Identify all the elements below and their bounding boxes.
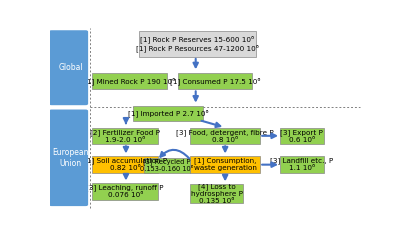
FancyBboxPatch shape	[190, 128, 260, 144]
Text: [3] Food, detergent, fibre P
0.8 10⁶: [3] Food, detergent, fibre P 0.8 10⁶	[176, 129, 274, 143]
Text: [1] Consumed P 17.5 10⁶: [1] Consumed P 17.5 10⁶	[170, 77, 260, 85]
Text: [1] Soil accumulation P
0.82 10⁶: [1] Soil accumulation P 0.82 10⁶	[84, 158, 167, 172]
FancyBboxPatch shape	[178, 73, 252, 89]
FancyBboxPatch shape	[92, 73, 167, 89]
Text: [4] Loss to
hydrosphere P
0.135 10⁶: [4] Loss to hydrosphere P 0.135 10⁶	[191, 183, 243, 204]
FancyArrowPatch shape	[160, 150, 189, 158]
FancyBboxPatch shape	[92, 183, 158, 200]
FancyBboxPatch shape	[190, 156, 260, 173]
Text: [3] Landfill etc., P
1.1 10⁶: [3] Landfill etc., P 1.1 10⁶	[270, 158, 334, 172]
Text: [1] Rock P Reserves 15-600 10⁶
[1] Rock P Resources 47-1200 10⁶: [1] Rock P Reserves 15-600 10⁶ [1] Rock …	[136, 36, 259, 52]
Text: European
Union: European Union	[52, 148, 89, 168]
Text: Global: Global	[58, 63, 83, 72]
Text: [3] Export P
0.6 10⁶: [3] Export P 0.6 10⁶	[280, 129, 323, 143]
Text: [2] Fertilizer Food P
1.9-2.0 10⁶: [2] Fertilizer Food P 1.9-2.0 10⁶	[90, 129, 160, 143]
Text: [3] Recycled P
0.153-0.160 10⁶: [3] Recycled P 0.153-0.160 10⁶	[140, 159, 194, 172]
Text: [1] Consumption,
waste generation: [1] Consumption, waste generation	[194, 158, 256, 172]
FancyBboxPatch shape	[144, 158, 190, 173]
FancyBboxPatch shape	[280, 128, 324, 144]
FancyBboxPatch shape	[92, 156, 158, 173]
FancyBboxPatch shape	[49, 30, 88, 105]
Text: [1] Imported P 2.7 10⁶: [1] Imported P 2.7 10⁶	[128, 109, 208, 117]
Text: [1] Mined Rock P 190 10⁶: [1] Mined Rock P 190 10⁶	[84, 77, 175, 85]
Text: [3] Leaching, runoff P
0.076 10⁶: [3] Leaching, runoff P 0.076 10⁶	[86, 185, 164, 198]
FancyBboxPatch shape	[92, 128, 158, 144]
FancyBboxPatch shape	[139, 31, 256, 57]
FancyBboxPatch shape	[49, 110, 88, 206]
FancyBboxPatch shape	[280, 156, 324, 173]
FancyBboxPatch shape	[190, 184, 243, 203]
FancyBboxPatch shape	[133, 106, 203, 121]
